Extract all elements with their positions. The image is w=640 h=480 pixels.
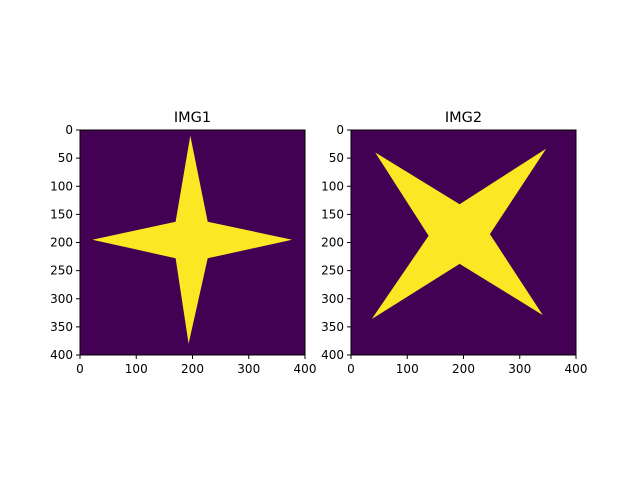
y-tick-label: 150 bbox=[321, 207, 344, 221]
x-tick-label: 300 bbox=[508, 362, 531, 376]
y-tick-label: 300 bbox=[50, 292, 73, 306]
x-tick-label: 200 bbox=[181, 362, 204, 376]
y-tick-label: 400 bbox=[321, 348, 344, 362]
y-tick-label: 0 bbox=[336, 123, 344, 137]
x-tick-label: 100 bbox=[396, 362, 419, 376]
y-tick-label: 150 bbox=[50, 207, 73, 221]
y-tick-label: 100 bbox=[321, 179, 344, 193]
y-tick-label: 250 bbox=[50, 264, 73, 278]
panel-title: IMG1 bbox=[174, 110, 211, 126]
y-tick-label: 400 bbox=[50, 348, 73, 362]
y-tick-label: 200 bbox=[50, 236, 73, 250]
star-shape bbox=[92, 135, 293, 344]
x-tick-label: 300 bbox=[237, 362, 260, 376]
y-tick-label: 50 bbox=[329, 151, 344, 165]
y-tick-label: 350 bbox=[321, 320, 344, 334]
y-tick-label: 300 bbox=[321, 292, 344, 306]
y-tick-label: 50 bbox=[58, 151, 73, 165]
x-tick-label: 0 bbox=[76, 362, 84, 376]
x-tick-label: 200 bbox=[452, 362, 475, 376]
y-tick-label: 200 bbox=[321, 236, 344, 250]
y-tick-label: 250 bbox=[321, 264, 344, 278]
x-tick-label: 100 bbox=[125, 362, 148, 376]
y-tick-label: 0 bbox=[65, 123, 73, 137]
x-tick-label: 400 bbox=[565, 362, 588, 376]
x-tick-label: 0 bbox=[347, 362, 355, 376]
star-shape bbox=[371, 148, 547, 319]
x-tick-label: 400 bbox=[294, 362, 317, 376]
y-tick-label: 100 bbox=[50, 179, 73, 193]
panel-title: IMG2 bbox=[445, 110, 482, 126]
y-tick-label: 350 bbox=[50, 320, 73, 334]
